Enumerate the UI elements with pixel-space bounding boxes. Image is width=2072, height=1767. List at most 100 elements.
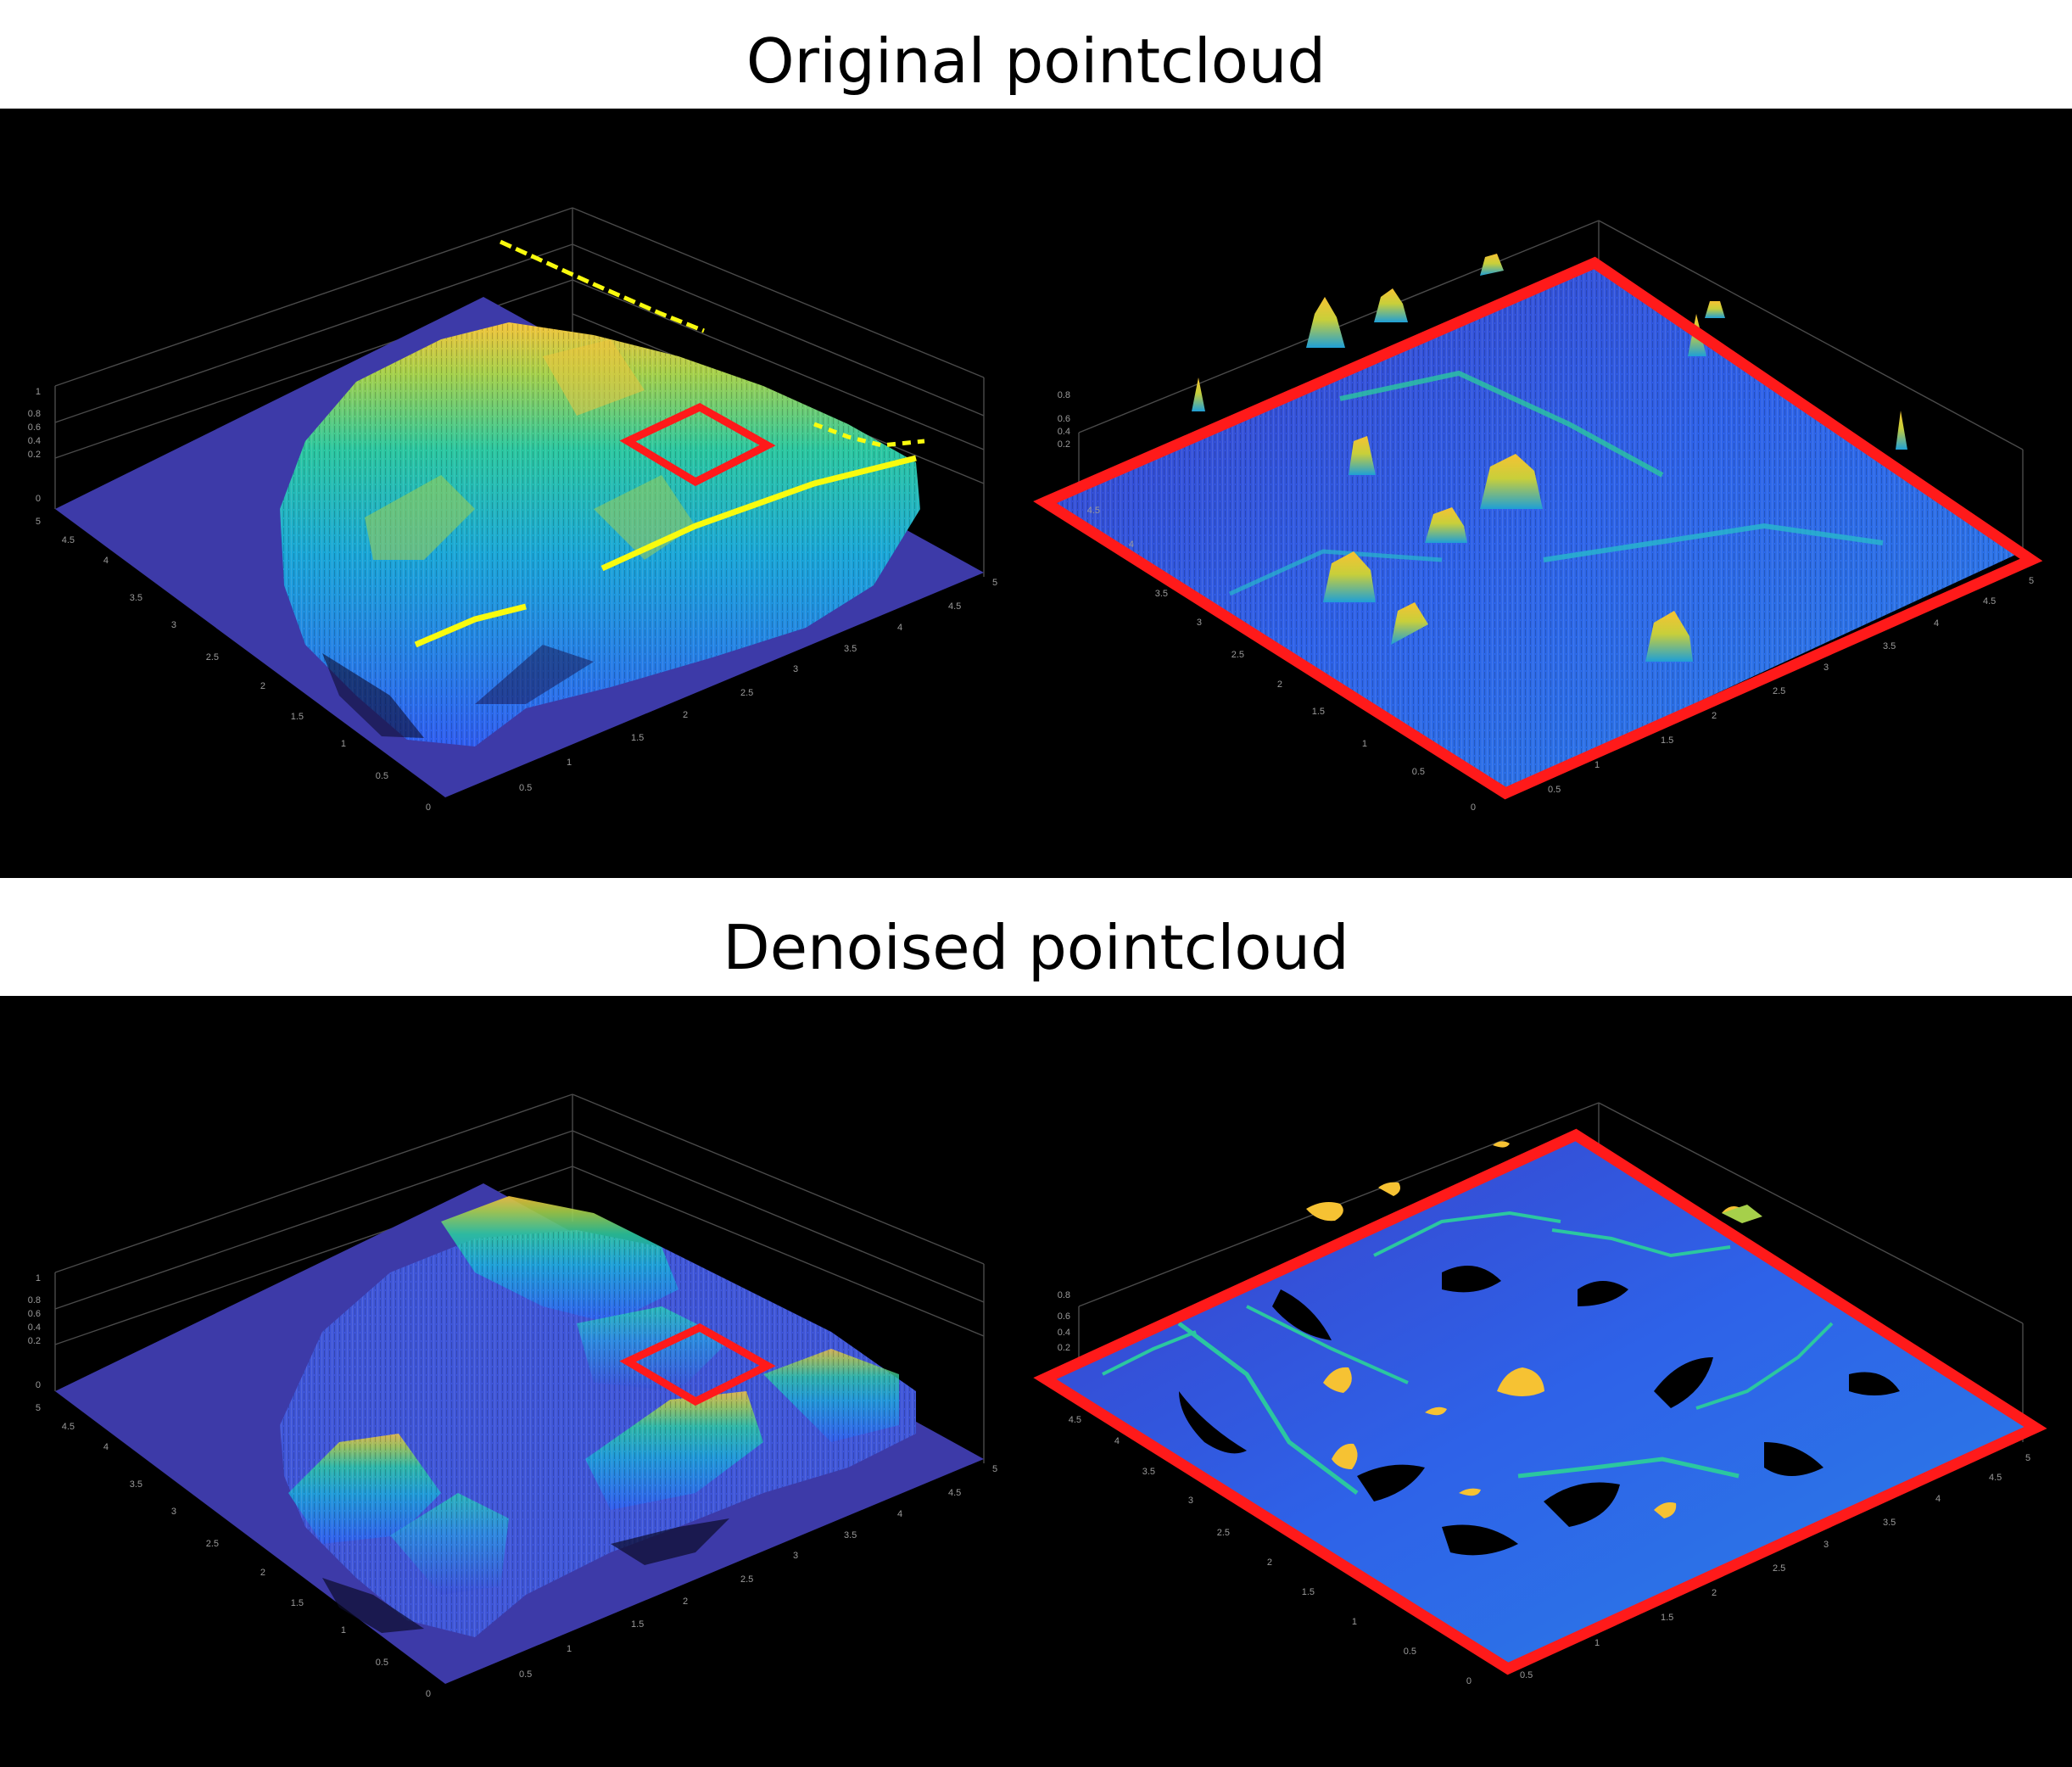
tick-label: 5 — [992, 578, 997, 588]
tick-label: 4 — [103, 556, 109, 566]
yellow-blob — [1722, 1205, 1762, 1223]
tick-label: 1.5 — [631, 733, 644, 743]
tick-label: 0.5 — [1520, 1670, 1533, 1680]
tick-label: 5 — [2025, 1453, 2030, 1463]
tick-label: 4.5 — [1983, 596, 1996, 607]
tick-label: 4.5 — [948, 601, 961, 612]
tick-label: 0.8 — [1058, 1290, 1070, 1300]
axis-box-lines — [54, 1093, 985, 1463]
highlight-box[interactable] — [1033, 1128, 2047, 1675]
tick-label: 2.5 — [740, 1574, 753, 1585]
y-axis-ticks: 4.5 4 3.5 3 2.5 2 1.5 1 0.5 0 — [1087, 506, 1476, 813]
gap-region — [1654, 1357, 1713, 1408]
tick-label: 3 — [171, 620, 176, 630]
tick-label: 5 — [36, 517, 41, 527]
gap-region — [1764, 1442, 1823, 1476]
y-axis-ticks: 5 4.5 4 3.5 3 2.5 2 1.5 1 0.5 0 — [36, 1403, 431, 1699]
tick-label: 4.5 — [948, 1488, 961, 1498]
branch-line — [1695, 1322, 1834, 1410]
denoised-pointcloud-title: Denoised pointcloud — [723, 912, 1349, 983]
tick-label: 0 — [36, 1380, 41, 1390]
tick-label: 2.5 — [1773, 686, 1785, 696]
gap-region — [1179, 1391, 1247, 1454]
original-full-plot: 1 0.8 0.6 0.4 0.2 0 5 4.5 4 3.5 3 2.5 2 … — [28, 207, 997, 813]
x-axis-ticks: 0.5 1 1.5 2 2.5 3 3.5 4 4.5 5 — [519, 578, 997, 793]
tick-label: 4.5 — [62, 535, 75, 545]
shadow-region — [475, 645, 594, 704]
tick-label: 1 — [36, 1273, 41, 1283]
tick-label: 3 — [171, 1507, 176, 1517]
spike-cluster — [1192, 377, 1205, 411]
highlight-box[interactable] — [619, 402, 776, 487]
tick-label: 4 — [103, 1442, 109, 1452]
tick-label: 5 — [2029, 576, 2034, 586]
shadow-region — [611, 1518, 729, 1565]
tick-label: 2.5 — [740, 688, 753, 698]
z-axis-ticks: 1 0.8 0.6 0.4 0.2 0 — [28, 1273, 41, 1390]
tick-label: 4 — [897, 623, 902, 633]
tick-label: 3.5 — [1142, 1467, 1155, 1477]
tick-label: 0.8 — [1058, 390, 1070, 400]
gap-region — [1272, 1289, 1332, 1340]
tick-label: 5 — [36, 1403, 41, 1413]
highlight-box[interactable] — [619, 1322, 776, 1406]
tick-label: 2.5 — [1217, 1528, 1230, 1538]
yellow-blob — [1332, 1443, 1358, 1469]
tick-label: 0 — [426, 802, 431, 813]
gap-region — [1442, 1524, 1518, 1556]
tick-label: 2 — [1277, 679, 1282, 690]
tick-label: 3.5 — [130, 593, 142, 603]
branch-line — [1246, 1305, 1409, 1384]
tick-label: 0.2 — [1058, 439, 1070, 450]
tick-label: 0.5 — [519, 1669, 532, 1680]
tick-label: 5 — [992, 1464, 997, 1474]
yellow-linear-feature — [499, 239, 705, 333]
tick-label: 1 — [567, 758, 572, 768]
original-zoom-plot: 0.8 0.6 0.4 0.2 4.5 4 3.5 3 2.5 2 1.5 1 … — [1033, 220, 2043, 813]
hemisphere-texture — [280, 322, 920, 747]
yellow-blob — [1323, 1367, 1352, 1393]
terrain-surface — [1052, 1137, 2031, 1667]
highlight-box[interactable] — [1033, 256, 2043, 800]
tick-label: 1 — [567, 1644, 572, 1654]
tick-label: 0.4 — [1058, 1328, 1070, 1338]
yellow-blob — [1378, 1182, 1400, 1196]
tick-label: 0.6 — [1058, 1311, 1070, 1322]
tick-label: 1.5 — [1312, 707, 1325, 717]
spike-cluster — [1896, 411, 1907, 450]
branch-line — [1102, 1330, 1197, 1376]
spike-cluster — [1323, 551, 1376, 602]
ridge-line — [1543, 523, 1884, 562]
tick-label: 1.5 — [291, 1598, 304, 1608]
tick-label: 0.6 — [1058, 414, 1070, 424]
gap-region — [1442, 1266, 1501, 1293]
yellow-linear-feature — [813, 422, 925, 448]
yellow-blob — [1654, 1502, 1677, 1518]
tick-label: 1 — [1594, 760, 1600, 770]
z-axis-ticks: 1 0.8 0.6 0.4 0.2 0 — [28, 387, 41, 504]
spike-cluster — [1306, 297, 1345, 348]
y-axis-ticks: 5 4.5 4 3.5 3 2.5 2 1.5 1 0.5 0 — [36, 517, 431, 813]
yellow-blob — [1497, 1367, 1544, 1396]
foliage-patch — [365, 475, 475, 560]
tick-label: 0.4 — [1058, 427, 1070, 437]
tick-label: 0.6 — [28, 422, 41, 433]
tick-label: 1 — [341, 739, 346, 749]
yellow-blob — [1459, 1488, 1481, 1496]
tick-label: 4 — [1934, 618, 1939, 629]
tick-label: 4 — [1935, 1494, 1941, 1504]
hemisphere-texture — [280, 1230, 916, 1637]
gap-region — [1544, 1482, 1620, 1527]
branch-line — [1551, 1228, 1731, 1258]
spike-cluster — [1425, 507, 1467, 543]
tick-label: 0.4 — [28, 1322, 41, 1333]
tick-label: 3.5 — [1883, 641, 1896, 651]
tick-label: 3.5 — [1883, 1518, 1896, 1528]
tick-label: 1.5 — [631, 1619, 644, 1630]
tick-label: 0.5 — [519, 783, 532, 793]
spike-cluster — [1705, 301, 1725, 318]
tick-label: 2.5 — [1231, 650, 1244, 660]
gap-region — [1849, 1372, 1900, 1395]
tick-label: 3 — [793, 664, 798, 674]
